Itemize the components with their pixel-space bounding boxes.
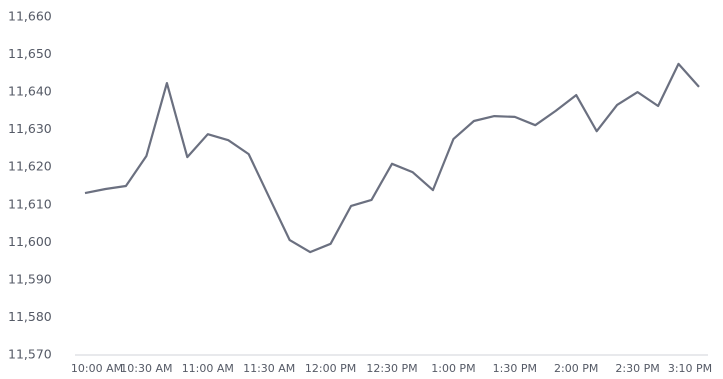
y-tick-label: 11,580 <box>8 309 52 324</box>
x-tick-label: 12:00 PM <box>305 362 356 375</box>
x-tick-label: 12:30 PM <box>366 362 417 375</box>
y-tick-label: 11,630 <box>8 121 52 136</box>
y-tick-label: 11,610 <box>8 196 52 211</box>
x-tick-label: 10:30 AM <box>120 362 172 375</box>
x-tick-label: 10:00 AM <box>71 362 123 375</box>
y-tick-label: 11,650 <box>8 46 52 61</box>
y-tick-label: 11,620 <box>8 159 52 174</box>
x-tick-label: 11:30 AM <box>243 362 295 375</box>
x-tick-label: 2:30 PM <box>615 362 659 375</box>
y-tick-label: 11,570 <box>8 347 52 362</box>
line <box>84 62 700 254</box>
y-tick-label: 11,640 <box>8 84 52 99</box>
x-tick-label: 1:30 PM <box>493 362 537 375</box>
y-tick-label: 11,600 <box>8 234 52 249</box>
y-tick-label: 11,590 <box>8 271 52 286</box>
x-tick-label: 3:10 PM <box>668 362 712 375</box>
x-tick-label: 1:00 PM <box>431 362 475 375</box>
x-tick-label: 11:00 AM <box>182 362 234 375</box>
x-tick-label: 2:00 PM <box>554 362 598 375</box>
y-tick-label: 11,660 <box>8 9 52 24</box>
